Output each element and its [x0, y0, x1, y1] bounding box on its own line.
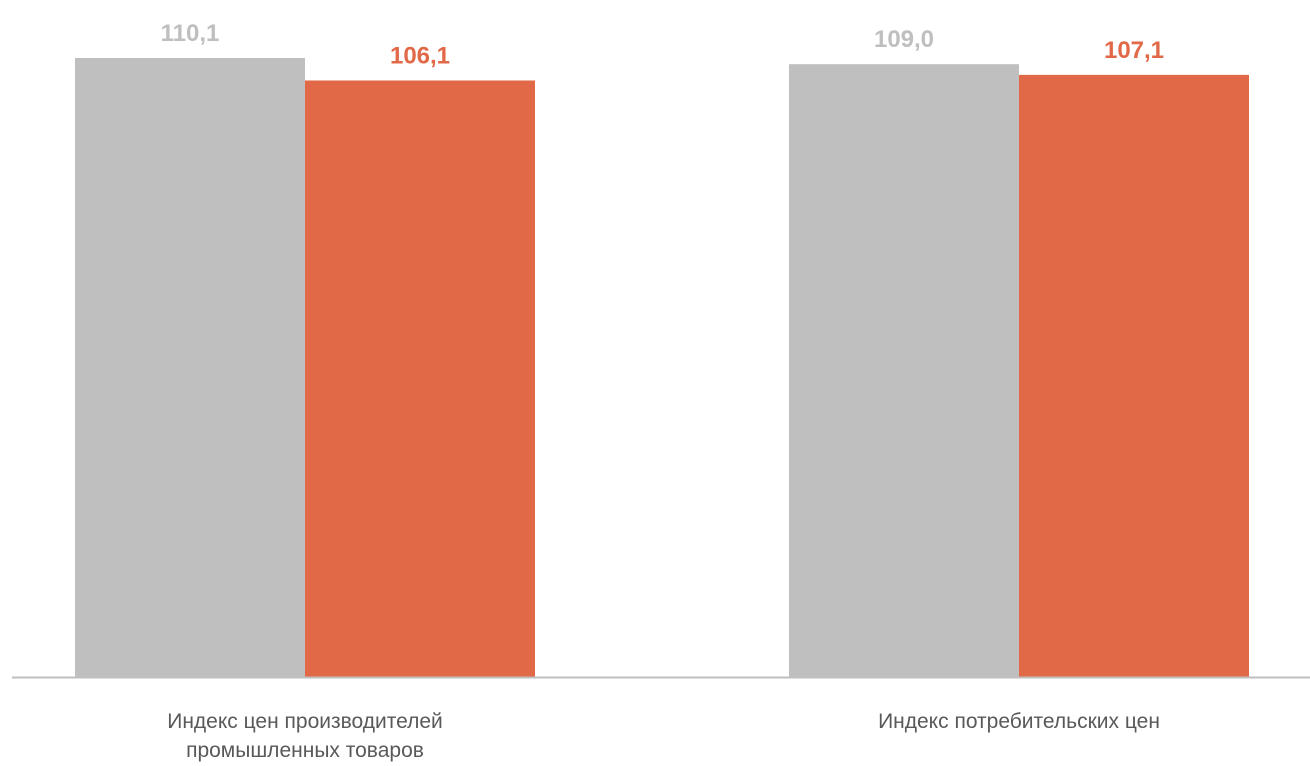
category-label-2-line-1: Индекс потребительских цен: [878, 710, 1160, 733]
bar-series2-category1: [305, 80, 535, 677]
data-label-series1-category1: 110,1: [161, 20, 220, 47]
bar-series1-category1: [75, 58, 305, 677]
bar-series1-category2: [789, 64, 1019, 677]
category-label-2: Индекс потребительских цен: [878, 710, 1160, 733]
value-labels-layer: 110,1 106,1 109,0 107,1: [161, 20, 1164, 69]
data-label-series1-category2: 109,0: [874, 26, 934, 53]
bars-layer: [75, 58, 1249, 678]
category-label-1: Индекс цен производителей промышленных то…: [167, 710, 443, 762]
bar-series2-category2: [1019, 74, 1249, 678]
category-label-1-line-2: промышленных товаров: [186, 739, 424, 762]
data-label-series2-category2: 107,1: [1104, 37, 1164, 64]
category-label-1-line-1: Индекс цен производителей: [167, 710, 443, 733]
data-label-series2-category1: 106,1: [390, 42, 450, 69]
category-labels-layer: Индекс цен производителей промышленных то…: [167, 710, 1160, 762]
